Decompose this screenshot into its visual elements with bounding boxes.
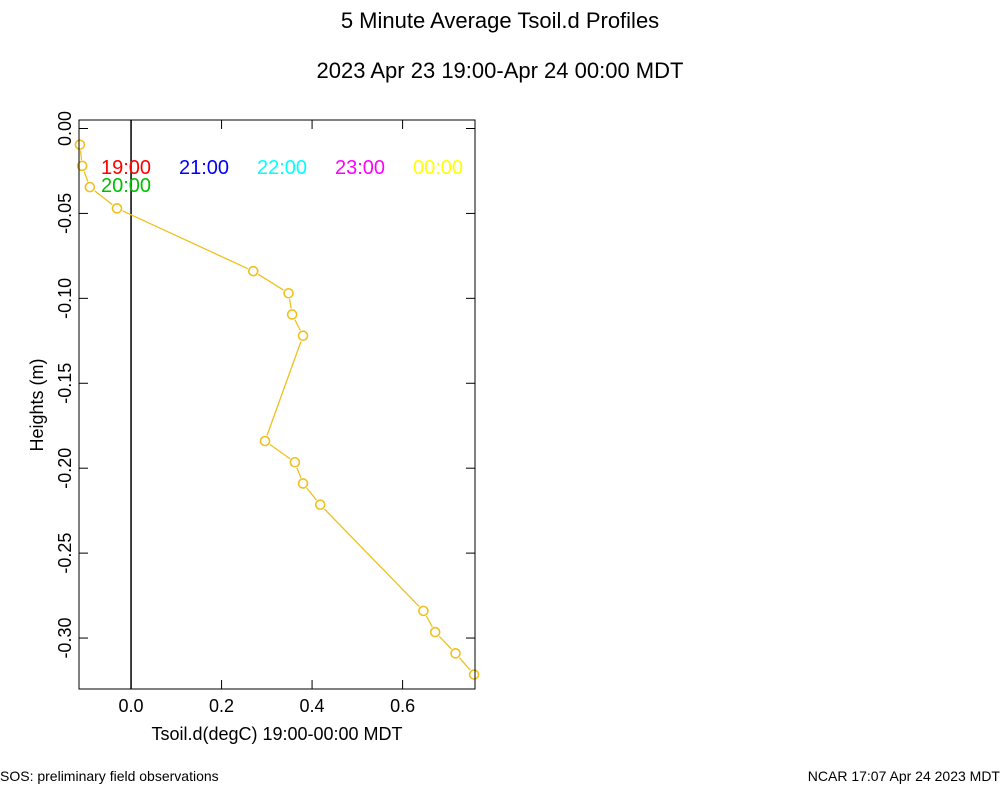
- data-point: [259, 435, 271, 447]
- series-group: [74, 139, 480, 680]
- data-point: [429, 626, 441, 638]
- chart-subtitle: 2023 Apr 23 19:00-Apr 24 00:00 MDT: [316, 58, 684, 83]
- chart-title: 5 Minute Average Tsoil.d Profiles: [340, 8, 660, 33]
- axis-ticks: 0.0 0.2 0.4 0.6 0.00 -0.05 -0.10 -0.15 -0.20 -0.2…: [55, 111, 475, 716]
- data-point: [74, 139, 86, 150]
- legend-entry: 21:00: [179, 157, 229, 179]
- series-line-segment: [425, 615, 433, 628]
- series-line-segment: [306, 487, 317, 501]
- y-tick-label: -0.25: [55, 533, 75, 574]
- legend-entry: 20:00: [101, 175, 151, 197]
- legend-entry: 00:00: [413, 157, 463, 179]
- series-line-segment: [94, 190, 113, 206]
- data-point: [111, 203, 123, 214]
- legend-entry: 22:00: [257, 157, 307, 179]
- footer-note: SOS: preliminary field observations: [0, 768, 219, 784]
- series-line-segment: [269, 443, 291, 460]
- series-line-segment: [83, 171, 89, 182]
- data-point: [247, 265, 259, 277]
- data-point: [297, 478, 309, 489]
- data-point: [297, 330, 309, 342]
- legend-entry: 19:00: [101, 157, 151, 179]
- y-tick-label: -0.15: [55, 363, 75, 404]
- plot-frame: [78, 119, 476, 690]
- data-point: [76, 160, 88, 172]
- y-tick-label: -0.05: [55, 193, 75, 234]
- y-tick-label: -0.20: [55, 448, 75, 489]
- x-tick-label: 0.2: [209, 696, 234, 716]
- series-line-segment: [288, 299, 292, 309]
- y-tick-label: -0.30: [55, 618, 75, 659]
- x-tick-label: 0.6: [390, 696, 415, 716]
- series-line-segment: [257, 273, 284, 291]
- series-line-segment: [266, 341, 302, 436]
- data-point: [289, 456, 301, 468]
- series-line-segment: [323, 508, 420, 608]
- x-tick-label: 0.4: [300, 696, 325, 716]
- data-point: [283, 287, 294, 299]
- series-line-segment: [458, 657, 471, 671]
- footer-timestamp: NCAR 17:07 Apr 24 2023 MDT: [807, 768, 1000, 784]
- legend-entry: 23:00: [335, 157, 385, 179]
- data-point: [84, 181, 96, 193]
- data-point: [286, 309, 298, 320]
- data-point: [450, 648, 461, 659]
- x-tick-label: 0.0: [119, 696, 144, 716]
- series-line-segment: [296, 467, 302, 479]
- y-axis-label: Heights (m): [27, 358, 47, 451]
- y-tick-label: -0.10: [55, 278, 75, 319]
- x-axis-label: Tsoil.d(degC) 19:00-00:00 MDT: [151, 724, 402, 744]
- series-line-segment: [438, 635, 452, 650]
- series-line-segment: [79, 150, 83, 160]
- series-line-segment: [294, 319, 301, 331]
- data-point: [314, 499, 326, 511]
- data-point: [418, 605, 429, 617]
- y-tick-label: 0.00: [55, 111, 75, 146]
- series-line-segment: [122, 210, 249, 270]
- data-point: [468, 669, 480, 680]
